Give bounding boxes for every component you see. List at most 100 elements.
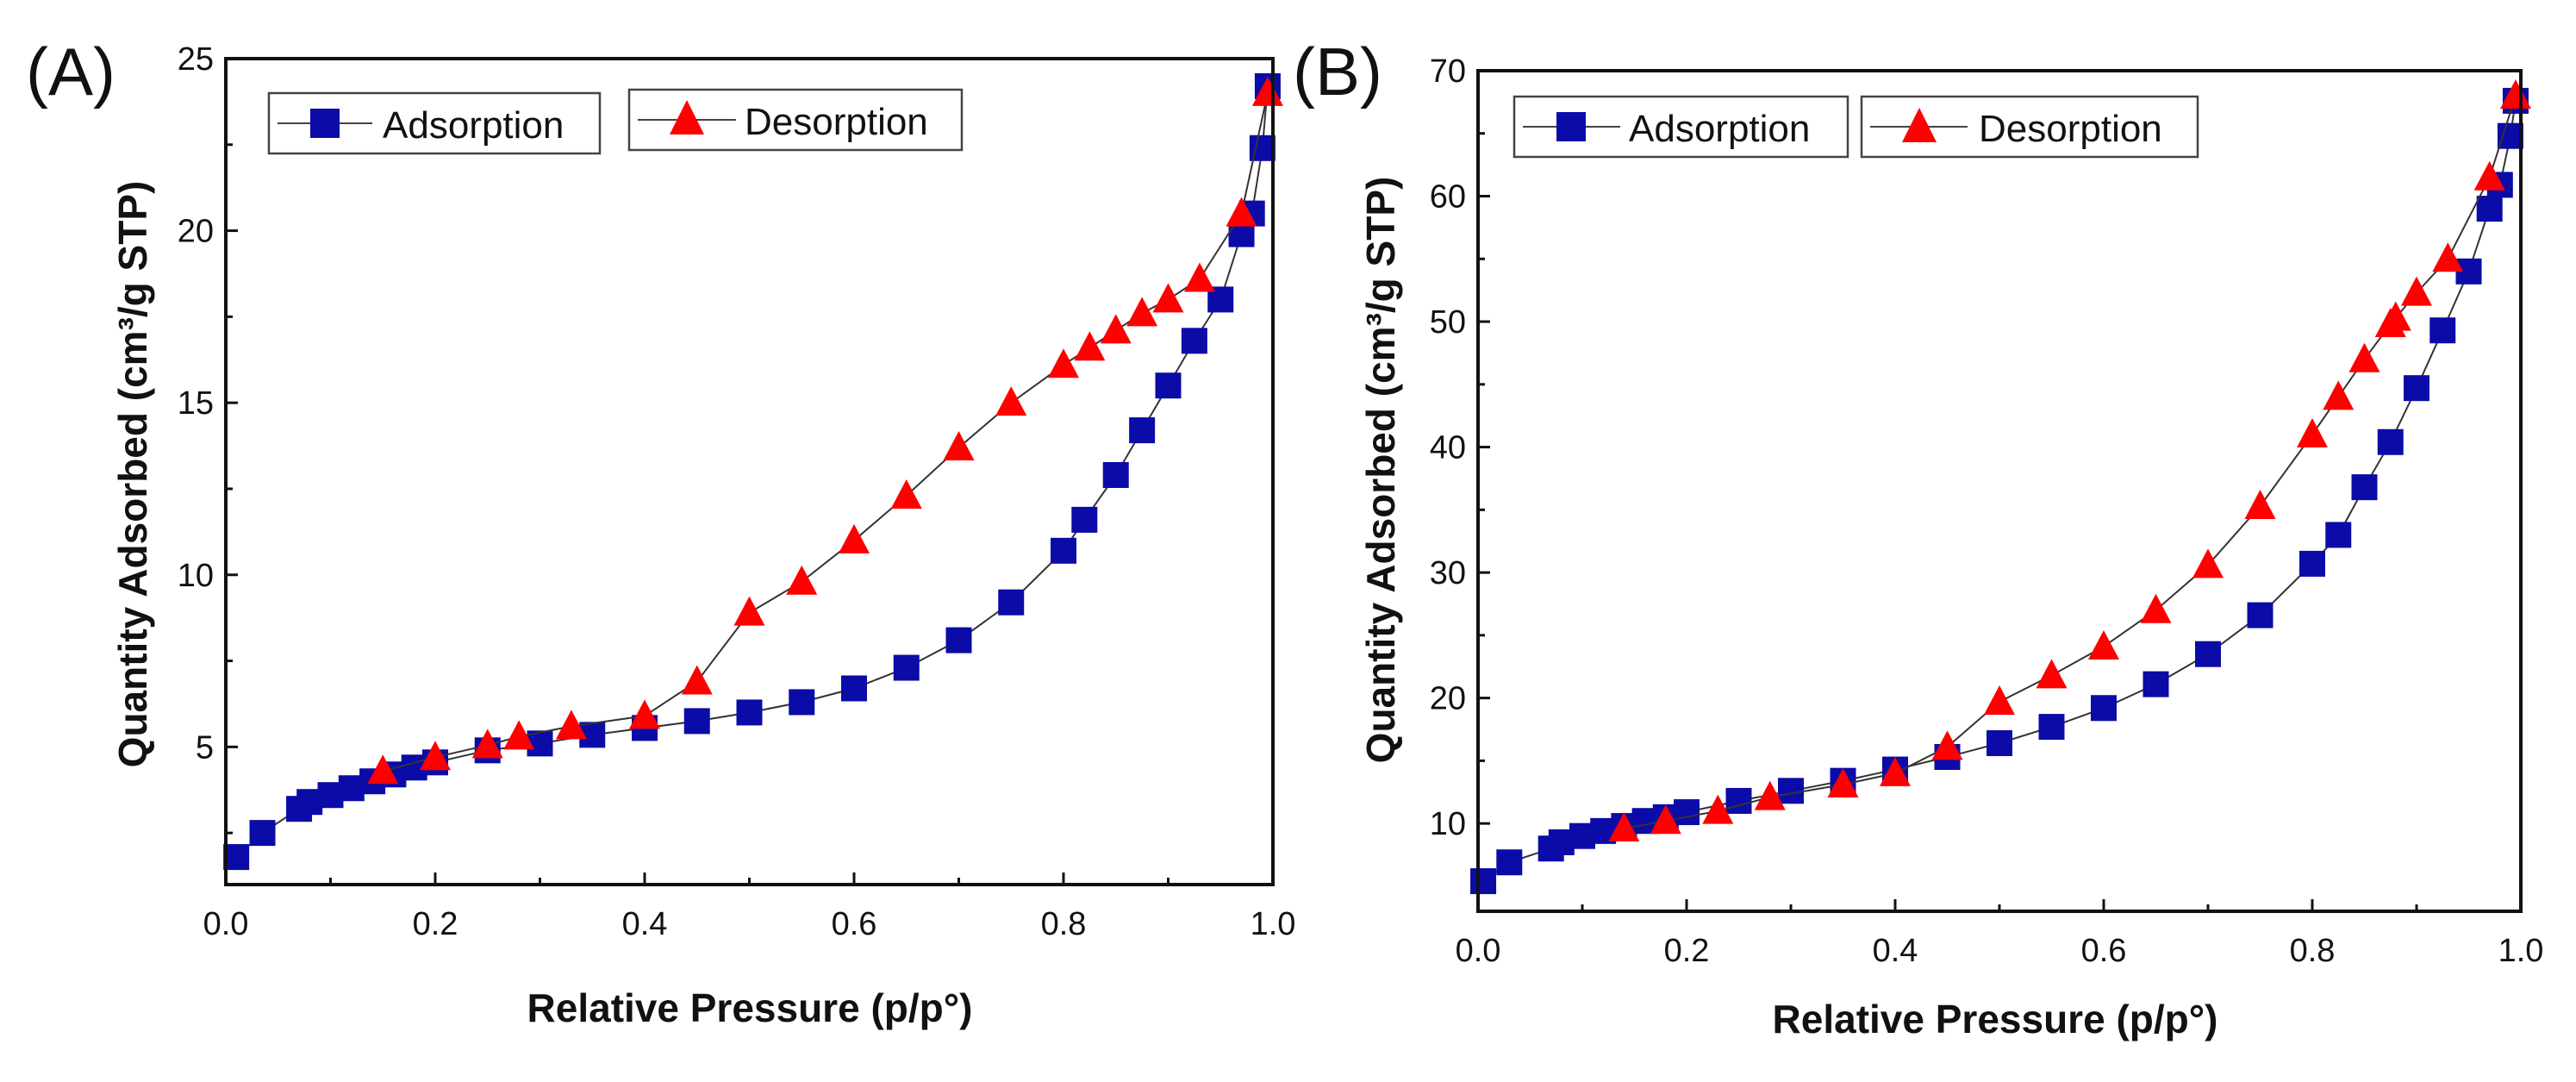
panel-a-x-tick-label: 0.2	[413, 906, 458, 942]
panel-b-desorption-point	[1754, 780, 1786, 810]
panel-b-x-axis-title: Relative Pressure (p/p°)	[1773, 997, 2218, 1041]
panel-b-label: (B)	[1293, 34, 1382, 109]
panel-a-adsorption-point	[1129, 417, 1156, 444]
panel-a-adsorption-point	[893, 654, 920, 681]
panel-a-adsorption-point	[223, 844, 250, 871]
panel-b-desorption-point	[2401, 276, 2432, 306]
panel-b-x-tick-label: 0.4	[1873, 933, 1918, 969]
panel-a-desorption-point	[1126, 297, 1158, 327]
panel-b-adsorption-point	[2299, 550, 2325, 577]
panel-b-adsorption-point	[2195, 641, 2221, 667]
panel-a-desorption-point	[1074, 331, 1106, 361]
panel-b-x-tick-label: 0.2	[1664, 933, 1710, 969]
panel-a-ticks: 0.0 0.2 0.4 0.6 0.8 1.0 5 10 15 20 25	[178, 41, 1296, 942]
panel-b-series	[1470, 79, 2531, 895]
panel-b-desorption-point	[2323, 380, 2355, 410]
panel-a-desorption-point	[420, 741, 451, 771]
panel-a-label: (A)	[26, 34, 115, 109]
panel-b-desorption-point	[2374, 307, 2406, 337]
panel-b-desorption-point	[1702, 794, 1734, 824]
panel-a-y-tick-label: 5	[196, 729, 214, 766]
panel-b-plot-frame	[1476, 69, 2523, 913]
panel-b-y-tick-label: 40	[1430, 430, 1466, 466]
panel-b-desorption-point	[1880, 756, 1911, 786]
panel-b-y-tick-label: 60	[1430, 179, 1466, 216]
panel-b-adsorption-point	[1725, 787, 1752, 814]
panel-a-desorption-point	[733, 596, 765, 626]
panel-b-y-axis-title: Quantity Adsorbed (cm³/g STP)	[1358, 177, 1403, 764]
panel-b-adsorption-point	[1778, 778, 1804, 804]
panel-a-desorption-point	[1152, 283, 1184, 313]
panel-a-desorption-point	[1226, 197, 1257, 227]
panel-b-legend-label-desorption: Desorption	[1979, 108, 2162, 150]
panel-b-desorption-point	[2140, 593, 2172, 623]
panel-a-x-axis-title: Relative Pressure (p/p°)	[527, 985, 973, 1030]
panel-a-desorption-point	[786, 565, 818, 595]
panel-a-x-tick-label: 0.4	[622, 906, 668, 942]
panel-b-x-tick-label: 0.8	[2290, 933, 2336, 969]
panel-b-x-tick-label: 1.0	[2498, 933, 2544, 969]
panel-b-adsorption-point	[1496, 849, 1523, 876]
panel-a-legend-label-desorption: Desorption	[745, 101, 928, 143]
panel-b-legend: Adsorption Desorption	[1513, 95, 2199, 159]
panel-a-adsorption-point	[945, 627, 972, 654]
panel-a-y-tick-label: 25	[178, 41, 214, 78]
panel-b-adsorption-point	[2038, 714, 2065, 741]
panel-b-desorption-point	[1827, 768, 1859, 798]
panel-a-adsorption-point	[998, 589, 1025, 616]
panel-b-y-tick-label: 30	[1430, 555, 1466, 591]
panel-a-desorption-point	[681, 665, 713, 695]
panel-b-adsorption-point	[2377, 428, 2404, 455]
panel-a-y-tick-label: 15	[178, 385, 214, 422]
panel-a-legend: Adsorption Desorption	[267, 88, 964, 155]
panel-b: (B) Quantity Adsorbed (cm³/g STP) Relati…	[1293, 34, 2543, 1041]
panel-b-adsorption-point	[2325, 522, 2352, 548]
panel-b-desorption-point	[2348, 342, 2380, 372]
panel-a-legend-marker-desorption	[670, 100, 704, 134]
panel-a-adsorption-point	[736, 699, 763, 726]
panel-a: (A) Quantity Adsorbed (cm³/g STP) Relati…	[26, 34, 1295, 1030]
panel-a-desorption-point	[1183, 262, 1215, 292]
panel-b-desorption-point	[2088, 629, 2119, 660]
panel-b-desorption-line	[1624, 95, 2517, 829]
panel-b-desorption-point	[2473, 160, 2505, 191]
panel-b-adsorption-point	[2404, 375, 2429, 402]
panel-a-desorption-point	[839, 523, 870, 554]
panel-b-desorption-point	[1650, 804, 1681, 835]
panel-a-adsorption-point	[249, 820, 276, 847]
panel-b-legend-marker-desorption	[1902, 108, 1937, 142]
panel-b-x-tick-label: 0.0	[1456, 933, 1501, 969]
panel-a-desorption-point	[890, 478, 922, 509]
panel-a-desorption-point	[1048, 348, 1079, 378]
panel-a-x-tick-label: 0.8	[1041, 906, 1087, 942]
panel-a-adsorption-point	[683, 708, 710, 735]
panel-b-adsorption-point	[1674, 799, 1700, 826]
panel-a-desorption-point	[503, 720, 535, 750]
panel-b-adsorption-point	[2476, 196, 2503, 222]
panel-b-desorption-point	[2432, 242, 2464, 272]
panel-b-desorption-point	[1608, 811, 1640, 841]
panel-b-adsorption-point	[2429, 317, 2456, 344]
panel-a-adsorption-point	[1071, 506, 1098, 533]
panel-a-desorption-point	[471, 729, 503, 759]
panel-b-adsorption-point	[2351, 474, 2378, 501]
panel-b-adsorption-point	[1470, 868, 1497, 895]
panel-b-adsorption-point	[2091, 695, 2117, 722]
panel-b-legend-label-adsorption: Adsorption	[1629, 108, 1810, 150]
panel-b-desorption-point	[2499, 79, 2531, 109]
panel-a-desorption-point	[367, 754, 399, 785]
panel-b-adsorption-point	[1987, 730, 2012, 756]
panel-a-adsorption-point	[1102, 461, 1129, 488]
panel-b-desorption-point	[2244, 489, 2276, 519]
panel-b-desorption-point	[1931, 730, 1963, 760]
panel-a-desorption-point	[943, 431, 975, 461]
panel-b-adsorption-point	[2247, 602, 2273, 629]
panel-a-legend-marker-adsorption	[310, 109, 340, 138]
panel-b-ticks: 0.0 0.2 0.4 0.6 0.8 1.0 10 20 30 40 50 60 70	[1430, 53, 2544, 969]
panel-a-x-tick-label: 0.0	[203, 906, 249, 942]
panel-a-desorption-point	[1251, 76, 1283, 106]
panel-a-adsorption-point	[1155, 372, 1182, 399]
panel-b-desorption-point	[2036, 659, 2068, 689]
panel-a-y-tick-label: 10	[178, 558, 214, 594]
panel-a-desorption-point	[629, 699, 660, 729]
